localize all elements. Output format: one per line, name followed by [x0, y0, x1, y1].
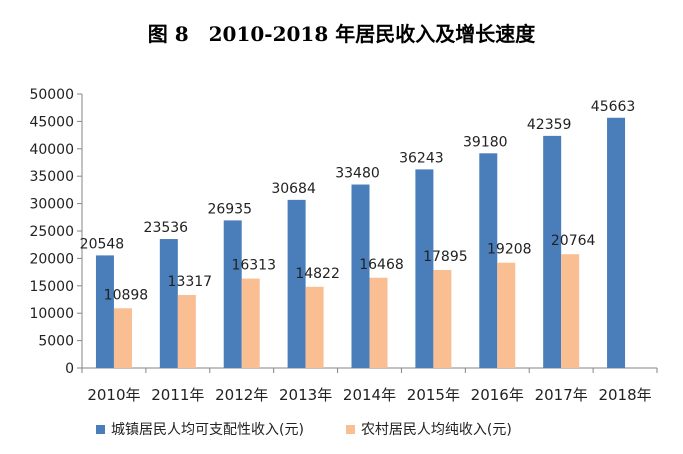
bar-rural	[561, 254, 580, 368]
y-tick-label: 40000	[29, 142, 74, 158]
data-label-rural: 13317	[168, 274, 213, 290]
bar-urban	[543, 135, 562, 368]
data-label-urban: 26935	[207, 201, 252, 217]
legend-label-urban: 城镇居民人均可支配性收入(元)	[111, 422, 304, 438]
legend-swatch-rural	[345, 424, 355, 434]
bar-rural	[369, 277, 388, 368]
data-label-urban: 39180	[463, 134, 508, 150]
y-tick-label: 50000	[29, 87, 74, 103]
legend: 城镇居民人均可支配性收入(元) 农村居民人均纯收入(元)	[96, 419, 512, 439]
y-tick-label: 10000	[29, 306, 74, 322]
bar-urban	[223, 220, 242, 368]
bar-urban	[95, 255, 114, 368]
legend-item-urban: 城镇居民人均可支配性收入(元)	[96, 419, 304, 439]
data-label-rural: 10898	[104, 287, 149, 303]
x-tick-label: 2011年	[151, 386, 204, 404]
data-label-rural: 20764	[551, 233, 596, 249]
data-label-rural: 16468	[359, 257, 404, 273]
bar-urban	[479, 153, 498, 368]
x-tick-label: 2015年	[407, 386, 460, 404]
legend-swatch-urban	[96, 424, 105, 434]
y-tick-label: 35000	[29, 169, 74, 185]
bar-rural	[241, 278, 260, 368]
data-label-rural: 19208	[487, 242, 532, 258]
bar-urban	[159, 239, 178, 368]
x-tick-label: 2012年	[215, 386, 268, 404]
y-tick-label: 25000	[29, 224, 74, 240]
y-tick-label: 0	[65, 361, 74, 377]
x-tick-label: 2018年	[598, 386, 651, 404]
bar-rural	[113, 308, 132, 368]
data-label-urban: 20548	[80, 236, 125, 252]
x-tick-label: 2017年	[535, 386, 588, 404]
data-label-urban: 30684	[271, 181, 316, 197]
y-tick-label: 15000	[29, 279, 74, 295]
y-tick-label: 20000	[29, 251, 74, 267]
x-tick-label: 2013年	[279, 386, 332, 404]
data-label-rural: 14822	[295, 266, 340, 282]
data-label-urban: 36243	[399, 150, 444, 166]
x-tick-label: 2010年	[87, 386, 140, 404]
data-label-rural: 16313	[231, 258, 276, 274]
legend-label-rural: 农村居民人均纯收入(元)	[360, 422, 512, 438]
data-label-rural: 17895	[423, 249, 468, 265]
bar-urban	[607, 117, 626, 369]
data-label-urban: 23536	[144, 220, 189, 236]
bar-rural	[177, 295, 196, 368]
y-tick-label: 45000	[29, 114, 74, 130]
bar-urban	[351, 184, 370, 368]
bar-rural	[497, 262, 516, 368]
y-tick-label: 30000	[29, 197, 74, 213]
bar-rural	[433, 269, 452, 368]
bar-urban	[415, 169, 434, 368]
data-label-urban: 42359	[527, 117, 572, 133]
x-tick-label: 2014年	[343, 386, 396, 404]
bar-urban	[287, 199, 306, 368]
legend-item-rural: 农村居民人均纯收入(元)	[345, 419, 512, 439]
x-tick-label: 2016年	[471, 386, 524, 404]
data-label-urban: 45663	[591, 99, 636, 115]
chart-title: 图 8 2010-2018 年居民收入及增长速度	[147, 22, 536, 46]
bar-rural	[305, 286, 324, 368]
data-label-urban: 33480	[335, 166, 380, 182]
y-tick-label: 5000	[38, 334, 74, 350]
